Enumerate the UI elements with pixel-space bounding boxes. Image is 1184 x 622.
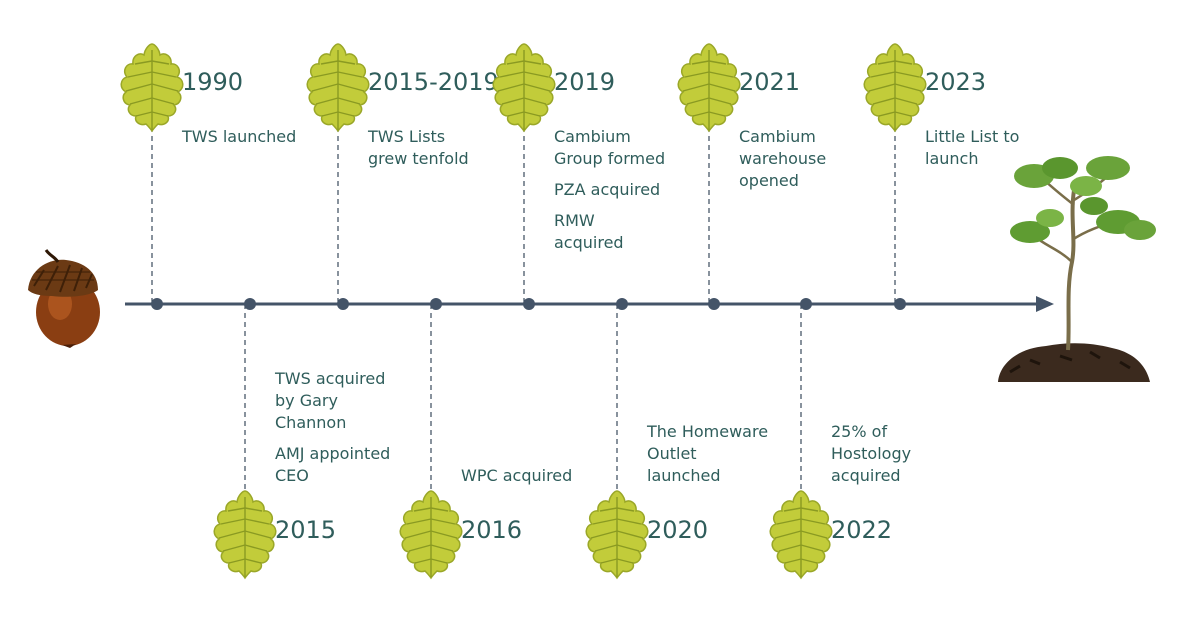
milestone-year: 2016 (461, 516, 522, 544)
milestone-1990: 1990 TWS launched (120, 43, 296, 310)
timeline-node (430, 298, 442, 310)
milestone-event: TWS acquired by Gary Channon (274, 369, 385, 432)
milestone-2023: 2023 Little List to launch (863, 43, 1019, 310)
milestone-event: AMJ appointed CEO (275, 444, 390, 485)
oak-leaf-icon (585, 490, 649, 579)
oak-leaf-icon (306, 43, 370, 132)
timeline-node (244, 298, 256, 310)
milestone-year: 2022 (831, 516, 892, 544)
milestone-event: Cambium warehouse opened (739, 127, 826, 190)
milestone-2020: 2020 The Homeware Outlet launched (585, 298, 768, 579)
milestone-event: TWS Lists grew tenfold (367, 127, 469, 168)
timeline-node (894, 298, 906, 310)
timeline-node (523, 298, 535, 310)
milestone-2016: 2016 WPC acquired (399, 298, 572, 579)
milestone-year: 2019 (554, 68, 615, 96)
timeline-node (337, 298, 349, 310)
milestone-year: 1990 (182, 68, 243, 96)
milestone-year: 2015 (275, 516, 336, 544)
milestone-year: 2020 (647, 516, 708, 544)
oak-leaf-icon (863, 43, 927, 132)
timeline-node (616, 298, 628, 310)
oak-leaf-icon (120, 43, 184, 132)
milestone-event: Cambium Group formed (554, 127, 665, 168)
milestones: 1990 TWS launched 2015 TWS acquired by Gary C… (120, 43, 1019, 579)
timeline-node (151, 298, 163, 310)
milestone-event: WPC acquired (461, 466, 572, 485)
milestone-2015-2019: 2015-2019 TWS Lists grew tenfold (306, 43, 499, 310)
milestone-2019: 2019 Cambium Group formed PZA acquired RMW ac… (492, 43, 665, 310)
oak-leaf-icon (492, 43, 556, 132)
milestone-event: RMW acquired (554, 211, 624, 252)
milestone-year: 2021 (739, 68, 800, 96)
milestone-year: 2023 (925, 68, 986, 96)
milestone-event: Little List to launch (925, 127, 1019, 168)
milestone-event: TWS launched (181, 127, 296, 146)
milestone-event: PZA acquired (554, 180, 660, 199)
timeline-node (708, 298, 720, 310)
oak-leaf-icon (677, 43, 741, 132)
oak-leaf-icon (213, 490, 277, 579)
timeline-node (800, 298, 812, 310)
milestone-year: 2015-2019 (368, 68, 499, 96)
milestone-2015: 2015 TWS acquired by Gary Channon AMJ appoin… (213, 298, 390, 579)
oak-sapling-icon (998, 156, 1156, 382)
timeline-arrowhead (1036, 296, 1054, 312)
milestone-event: 25% of Hostology acquired (831, 422, 911, 485)
acorn-icon (28, 249, 100, 348)
milestone-event: The Homeware Outlet launched (646, 422, 768, 485)
oak-leaf-icon (769, 490, 833, 579)
oak-leaf-icon (399, 490, 463, 579)
milestone-2022: 2022 25% of Hostology acquired (769, 298, 911, 579)
milestone-2021: 2021 Cambium warehouse opened (677, 43, 826, 310)
